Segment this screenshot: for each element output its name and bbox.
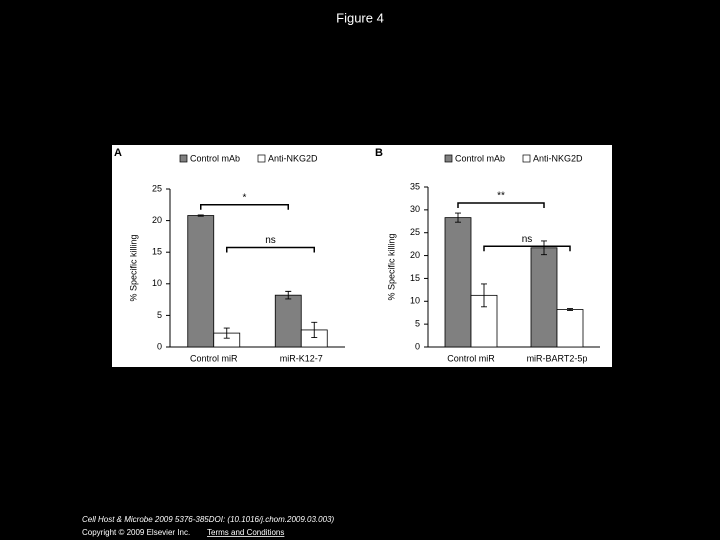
significance-bracket xyxy=(457,202,545,208)
y-tick-label: 10 xyxy=(410,296,420,306)
y-tick-label: 35 xyxy=(410,181,420,191)
y-tick-label: 20 xyxy=(152,215,162,225)
y-axis-label: % Specific killing xyxy=(128,234,138,301)
error-bar xyxy=(197,214,204,217)
error-bar xyxy=(311,321,318,338)
legend-swatch xyxy=(444,154,453,163)
bar xyxy=(187,215,215,348)
error-bar xyxy=(285,290,292,300)
annotation: ns xyxy=(265,235,276,246)
y-tick-label: 25 xyxy=(152,183,162,193)
significance-bracket xyxy=(200,204,289,210)
copyright: Copyright © 2009 Elsevier Inc. xyxy=(82,528,190,537)
error-bar xyxy=(541,240,547,256)
bar xyxy=(530,247,558,348)
terms-link[interactable]: Terms and Conditions xyxy=(207,528,284,537)
legend-swatch xyxy=(257,154,266,163)
panel-label: A xyxy=(114,147,122,159)
error-bar xyxy=(455,212,461,223)
x-tick-label: Control miR xyxy=(190,353,238,363)
x-tick-label: miR-K12-7 xyxy=(280,353,323,363)
legend-swatch xyxy=(179,154,188,163)
bar xyxy=(556,309,584,348)
page-title: Figure 4 xyxy=(336,10,384,25)
legend-label: Anti-NKG2D xyxy=(268,153,318,163)
legend-label: Control mAb xyxy=(455,153,505,163)
x-tick-label: miR-BART2-5p xyxy=(527,353,588,363)
annotation: ** xyxy=(497,191,505,202)
legend-label: Anti-NKG2D xyxy=(533,153,583,163)
significance-bracket xyxy=(483,245,571,252)
y-tick-label: 15 xyxy=(152,247,162,257)
y-tick-label: 10 xyxy=(152,278,162,288)
y-tick-label: 30 xyxy=(410,204,420,214)
significance-bracket xyxy=(226,246,315,253)
citation: Cell Host & Microbe 2009 5376-385DOI: (1… xyxy=(82,515,334,524)
y-tick-label: 0 xyxy=(415,341,420,351)
y-tick-label: 25 xyxy=(410,227,420,237)
y-tick-label: 5 xyxy=(415,319,420,329)
error-bar xyxy=(481,283,487,308)
legend-label: Control mAb xyxy=(190,153,240,163)
y-tick-label: 5 xyxy=(157,310,162,320)
y-tick-label: 15 xyxy=(410,273,420,283)
error-bar xyxy=(223,327,230,339)
bar xyxy=(444,217,472,348)
panel-label: B xyxy=(375,147,383,159)
y-tick-label: 0 xyxy=(157,341,162,351)
annotation: * xyxy=(243,192,247,203)
annotation: ns xyxy=(522,234,533,245)
x-tick-label: Control miR xyxy=(447,353,495,363)
y-axis-label: % Specific killing xyxy=(386,233,396,300)
error-bar xyxy=(567,308,573,311)
legend-swatch xyxy=(522,154,531,163)
bar xyxy=(274,294,302,348)
y-tick-label: 20 xyxy=(410,250,420,260)
